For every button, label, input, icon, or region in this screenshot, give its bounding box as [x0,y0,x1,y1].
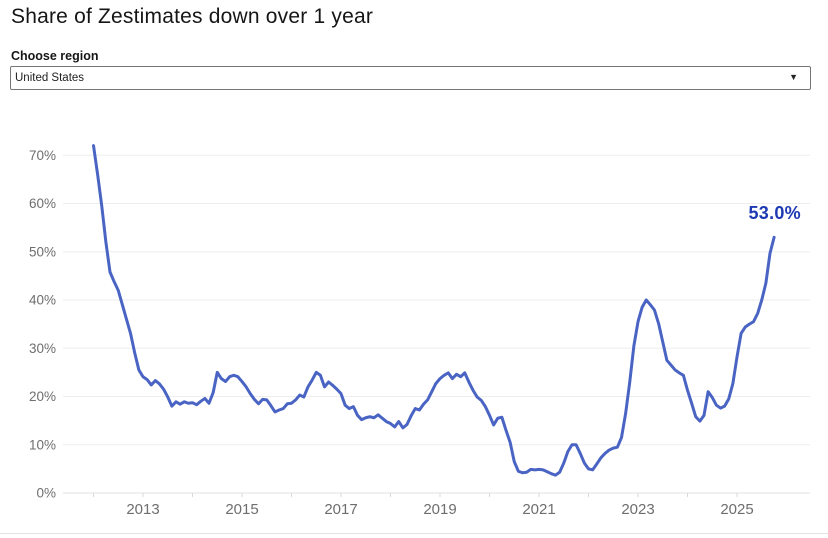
y-axis-tick-label: 60% [29,196,56,211]
x-axis-year-label: 2023 [621,501,654,518]
x-axis-year-label: 2015 [225,501,258,518]
x-axis-year-label: 2019 [423,501,456,518]
y-axis-tick-label: 10% [29,437,56,452]
latest-value-label: 53.0% [748,203,801,223]
y-axis-tick-label: 0% [36,486,56,501]
zestimates-series-line [92,144,776,477]
y-axis-tick-label: 20% [29,389,56,404]
x-axis-year-label: 2021 [522,501,555,518]
x-axis-year-label: 2013 [126,501,159,518]
x-axis-year-label: 2025 [720,501,753,518]
region-select-wrap: United States ▼ [10,66,811,90]
region-select[interactable]: United States [10,66,811,90]
y-axis-tick-label: 70% [29,148,56,163]
x-axis-year-label: 2017 [324,501,357,518]
region-select-label: Choose region [11,49,99,63]
y-axis-tick-label: 40% [29,293,56,308]
y-axis-tick-label: 50% [29,244,56,259]
y-axis-tick-label: 30% [29,341,56,356]
bottom-divider [0,533,828,534]
page-title: Share of Zestimates down over 1 year [11,5,374,28]
